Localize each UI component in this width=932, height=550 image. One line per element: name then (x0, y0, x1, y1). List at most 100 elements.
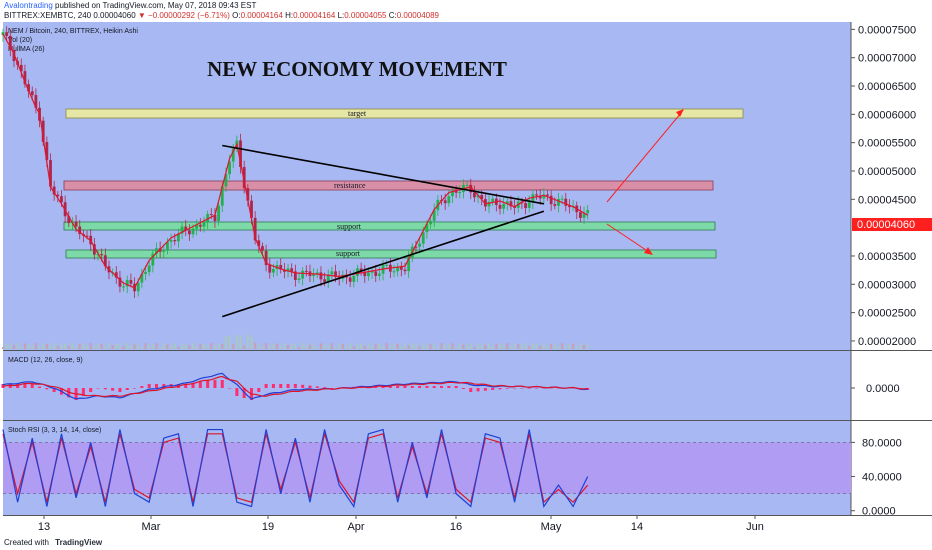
price-axis-ticks: 0.00007500 0.00007000 0.00006500 0.00006000… (851, 24, 916, 348)
candle-body (67, 216, 71, 224)
candle-body (418, 243, 421, 247)
candle-body (19, 64, 23, 72)
macd-hist-bar (162, 384, 166, 388)
macd-label: MACD (12, 26, close, 9) (8, 357, 83, 364)
volume-bar (502, 345, 505, 349)
candle-body (1, 32, 5, 36)
stoch-tick-label: 80.0000 (862, 437, 902, 449)
volume-bar (279, 346, 282, 349)
chart-canvas[interactable]: target resistance support support NEW EC… (0, 22, 932, 535)
candle-body (125, 280, 129, 287)
price-axis[interactable] (851, 22, 932, 515)
volume-bar (235, 334, 238, 349)
candle-body (231, 148, 235, 162)
volume-bar (177, 346, 180, 349)
macd-hist-bar (286, 384, 290, 388)
support-zone-lower[interactable] (65, 249, 717, 259)
candle-body (385, 264, 389, 266)
macd-hist-bar (154, 384, 158, 388)
macd-hist-bar (440, 386, 444, 388)
volume-bar (246, 334, 249, 349)
macd-hist-bar (403, 386, 407, 388)
candle-body (509, 201, 513, 207)
volume-bar (586, 344, 589, 349)
ohlc-open-label: O: (232, 11, 241, 20)
candle-body (334, 271, 337, 278)
macd-hist-bar (425, 386, 429, 388)
candle-body (421, 232, 425, 244)
volume-bar (213, 346, 216, 349)
candle-body (217, 205, 221, 222)
price-tick-label: 0.00006500 (858, 81, 916, 93)
candle-body (535, 194, 538, 196)
volume-bar (133, 344, 136, 349)
triangle-upper-trendline[interactable] (222, 144, 544, 205)
candle-body (392, 271, 396, 273)
volume-bar (385, 343, 388, 349)
macd-hist-bar (220, 380, 224, 388)
candle-body (447, 196, 451, 204)
candle-body (239, 140, 242, 168)
volume-bar (148, 344, 151, 349)
volume-bar (82, 343, 85, 349)
macd-pane[interactable] (3, 351, 851, 420)
volume-bar (531, 343, 534, 349)
candle-body (297, 278, 301, 280)
volume-bar (444, 344, 447, 349)
volume-bar (107, 343, 110, 349)
volume-bar (367, 343, 370, 349)
volume-bar (316, 346, 319, 349)
candle-body (429, 220, 432, 225)
volume-bar (520, 345, 523, 349)
volume-bar (170, 344, 173, 349)
volume-bar (528, 345, 531, 349)
time-axis[interactable] (3, 515, 851, 535)
price-series[interactable] (1, 26, 590, 298)
volume-bar (407, 345, 410, 349)
candle-body (45, 141, 49, 161)
candle-body (151, 253, 155, 266)
volume-bar (2, 347, 4, 349)
time-tick-label: 19 (262, 521, 274, 533)
macd-hist-bar (388, 386, 392, 388)
candle-body (491, 198, 495, 202)
candle-body (465, 184, 469, 186)
support-zone-upper[interactable] (63, 221, 716, 231)
resistance-zone[interactable] (63, 180, 714, 191)
candle-body (454, 190, 458, 193)
zone-layer: target resistance support support (63, 108, 744, 259)
candle-body (147, 265, 151, 273)
candle-body (246, 188, 250, 201)
macd-hist-bar (89, 388, 93, 392)
author-link[interactable]: Avalontrading (4, 1, 53, 10)
candle-body (330, 271, 334, 275)
macd-hist-bar (301, 384, 305, 388)
candle-body (122, 286, 125, 288)
macd-hist-bar (469, 388, 473, 392)
macd-hist-bar (23, 384, 27, 388)
candle-body (198, 224, 202, 227)
candle-body (578, 212, 582, 218)
price-tick-label: 0.00004500 (858, 194, 916, 206)
tradingview-logo[interactable]: TradingView (55, 538, 103, 547)
volume-bar (455, 346, 458, 349)
publish-info: published on TradingView.com, May 07, 20… (55, 1, 257, 10)
bearish-arrowhead-icon (644, 247, 653, 255)
candle-body (560, 198, 564, 200)
macd-hist-bar (535, 388, 539, 389)
candle-body (268, 265, 272, 273)
volume-bar (345, 345, 348, 349)
volume-bar (38, 346, 41, 349)
candle-body (469, 184, 473, 193)
volume-bar (396, 343, 399, 349)
volume-bar (49, 345, 52, 349)
volume-bar (327, 344, 330, 349)
target-zone[interactable] (65, 108, 744, 119)
volume-bar (192, 343, 195, 349)
macd-hist-bar (45, 388, 49, 390)
volume-bar (539, 345, 542, 349)
time-tick-label: Mar (142, 521, 161, 533)
candle-body (162, 249, 166, 252)
volume-bar (436, 346, 439, 349)
triangle-lower-trendline[interactable] (222, 210, 545, 318)
